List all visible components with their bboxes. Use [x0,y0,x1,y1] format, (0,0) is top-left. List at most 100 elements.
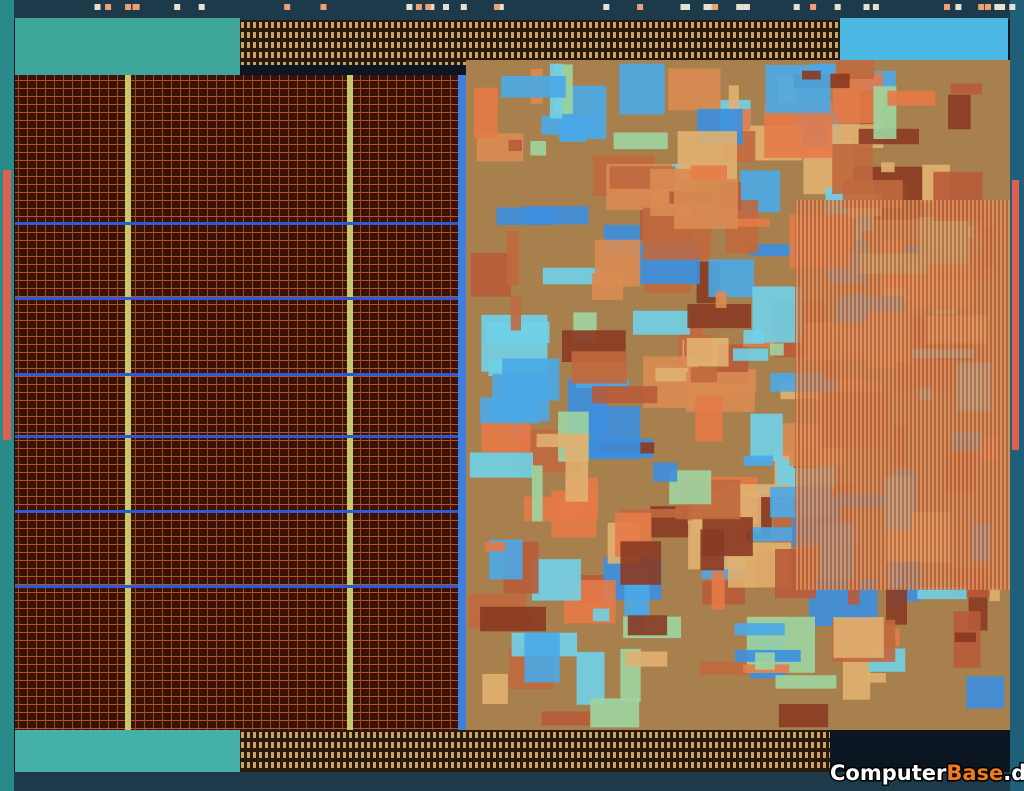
logic-block [948,94,971,130]
teal-block [15,730,240,772]
logic-block [502,358,560,401]
logic-block [501,76,566,98]
cache-edge [458,75,466,730]
logic-block [655,367,689,382]
edge-pad [680,4,687,10]
edge-pad [105,4,112,10]
logic-block [510,296,521,331]
edge-pad [133,4,140,10]
edge-pad [978,4,985,10]
edge-pad [834,4,841,10]
logic-block [482,673,508,705]
edge-pad [985,4,991,10]
logic-block [752,286,802,343]
edge-pad [425,4,432,10]
edge-pad [999,4,1006,10]
logic-block [886,588,907,625]
logic-block [613,132,668,150]
logic-block [627,615,668,636]
logic-block [954,632,976,643]
edge-pad [460,4,467,10]
logic-block [469,452,533,478]
edge-pad [284,4,291,10]
logic-block [769,343,784,356]
edge-pad [705,4,712,10]
teal-block [15,18,240,75]
logic-block [530,141,547,156]
logic-block [881,162,895,173]
cache-bus [15,585,460,588]
logic-block [531,465,543,522]
edge-pad [793,4,800,10]
logic-block [690,165,727,183]
blue-block [840,18,1008,62]
logic-block [541,711,592,726]
logic-block [743,455,774,466]
logic-block [633,310,690,335]
logic-block [532,559,581,601]
logic-block [625,651,668,667]
logic-block [702,517,753,557]
watermark-suffix: .de [1003,761,1024,785]
edge-pad [125,4,132,10]
logic-block [474,87,498,139]
logic-block [734,623,785,636]
cache-bus [15,373,460,376]
cache-array [15,75,460,730]
logic-block [711,571,725,610]
edge-pad [443,4,449,10]
logic-block [592,608,610,622]
edge-pad [415,4,422,10]
logic-block [674,179,738,229]
cache-bus [15,222,460,225]
logic-block [733,348,769,361]
execution-unit [795,200,1010,590]
edge-pad [810,4,817,10]
bottom-edge [0,772,1024,791]
edge-pad [428,4,435,10]
cache-lines [15,222,460,588]
edge-pad [684,4,690,10]
left-pad [3,170,11,440]
edge-pad [994,4,1001,10]
edge-pad [955,4,962,10]
logic-block [802,70,821,80]
logic-block [989,587,1000,601]
logic-block [728,85,739,117]
cache-bus [15,435,460,438]
edge-pad [603,4,610,10]
logic-block [917,587,967,600]
logic-block [620,509,684,518]
logic-block [687,304,751,329]
edge-pad [737,4,744,10]
edge-pad [863,4,870,10]
logic-block [950,83,982,95]
logic-block [594,239,641,287]
logic-block [966,676,1005,709]
logic-block [715,291,727,308]
edge-pad [944,4,950,10]
logic-block [653,462,678,482]
edge-pad [406,4,413,10]
logic-block [867,673,886,683]
logic-block [590,698,640,728]
cache-bus [15,510,460,513]
cache-divider [125,75,131,730]
logic-block [668,68,721,111]
logic-block [644,283,691,293]
edge-pad [198,4,205,10]
edge-pad [872,4,879,10]
logic-block [708,259,754,298]
edge-pad [712,4,719,10]
logic-block [690,367,718,383]
logic-block [755,652,775,670]
logic-block [560,129,586,142]
logic-block [750,413,783,461]
logic-block [775,675,837,689]
logic-block [749,244,797,257]
logic-block [542,267,602,285]
edge-pad [174,4,181,10]
logic-block [506,231,519,285]
edge-pad [94,4,101,10]
